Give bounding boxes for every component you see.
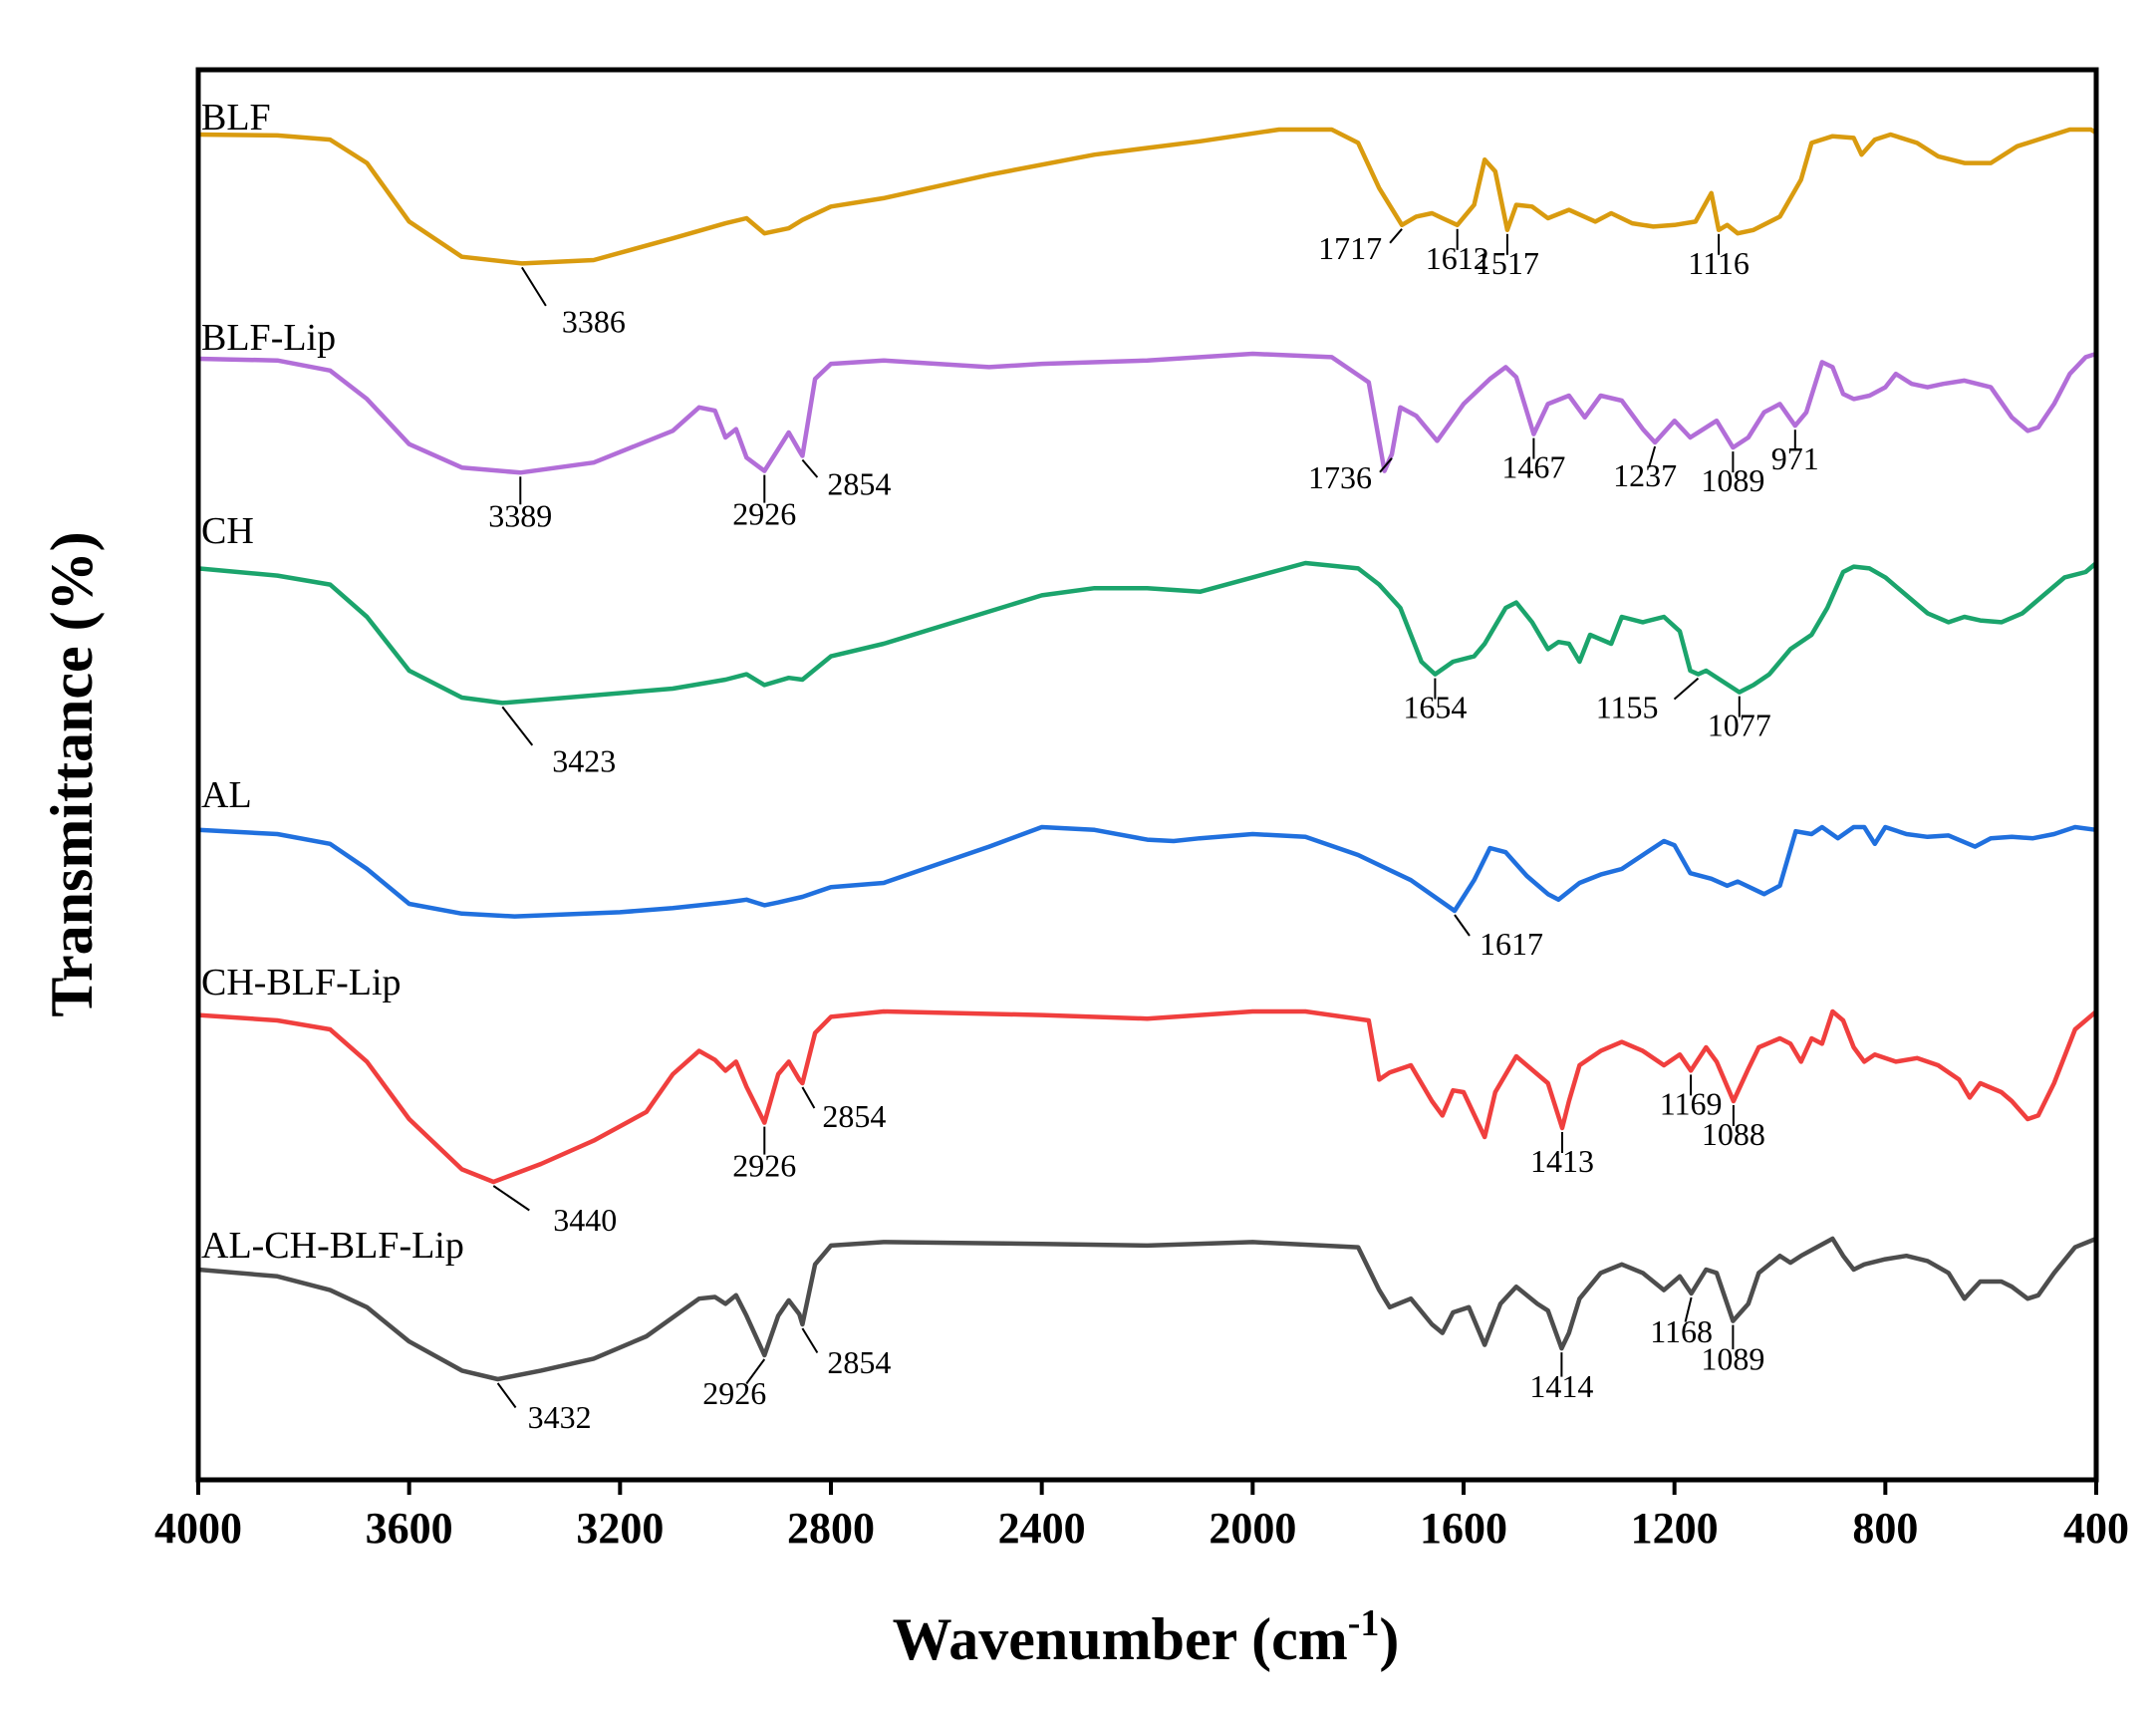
spectrum-line-blf [197,127,2098,266]
annotation-leader [801,1086,816,1109]
x-axis-label: Wavenumber (cm-1) [893,1602,1400,1672]
annotation-label: 1077 [1708,708,1771,743]
annotation-leader [521,266,547,307]
annotation-label: 2926 [732,1148,796,1184]
annotation-leader [1673,677,1700,701]
annotation-label: 3386 [562,303,626,339]
annotation-leader [501,706,534,746]
annotation-leader [1379,457,1393,473]
x-tick-label: 3600 [366,1504,453,1553]
annotation-label: 1617 [1480,926,1543,962]
annotation-label: 1169 [1660,1085,1723,1121]
annotation-label: 3423 [552,742,616,778]
annotation-label: 1089 [1701,462,1764,498]
annotation-leader [1454,914,1471,937]
annotation-label: 1736 [1308,459,1372,495]
spectrum-line-ch [197,560,2098,706]
x-axis-label-sup: -1 [1348,1602,1380,1644]
annotation-label: 1237 [1613,457,1677,493]
annotation-label: 2854 [822,1098,886,1134]
annotation-leader [1389,228,1403,244]
annotation-label: 2854 [827,1344,891,1380]
annotation-label: 2926 [732,496,796,532]
plot-frame [195,67,2099,1483]
x-tick-label: 4000 [154,1504,242,1553]
spectrum-line-al-ch-blf-lip [197,1236,2097,1382]
y-axis-label: Transmittance (%) [39,531,105,1016]
annotation-leader [1684,1296,1693,1322]
annotation-label: 1517 [1476,245,1539,281]
annotation-label: 1717 [1318,230,1382,266]
spectrum-line-ch-blf-lip [197,1008,2098,1185]
x-tick-label: 2000 [1209,1504,1296,1553]
series-label-blf-lip: BLF-Lip [201,317,336,359]
annotation-label: 1654 [1403,690,1467,725]
annotation-label: 3440 [553,1202,617,1238]
annotation-leader [745,1358,766,1385]
annotation-label: 1414 [1529,1368,1593,1404]
series-label-blf: BLF [201,97,271,139]
annotation-leader [801,458,819,478]
annotation-label: 2926 [702,1375,766,1411]
series-label-ch: CH [201,510,254,552]
x-tick-label: 2800 [787,1504,875,1553]
x-tick-label: 800 [1852,1504,1918,1553]
spectrum-line-blf-lip [197,351,2097,475]
annotation-label: 1612 [1426,240,1489,276]
annotation-label: 1467 [1501,449,1565,485]
annotation-leader [492,1185,530,1212]
x-tick-label: 400 [2063,1504,2129,1553]
annotation-label: 971 [1771,440,1819,476]
annotation-label: 1155 [1596,690,1659,725]
annotation-label: 2854 [827,466,891,502]
annotation-leader [496,1382,517,1409]
annotation-leader [801,1327,819,1354]
x-axis-label-main: Wavenumber (cm [893,1606,1348,1672]
x-axis-label-close: ) [1379,1606,1399,1672]
x-tick-label: 2400 [998,1504,1086,1553]
x-axis-ticks: 4000 3600 3200 2800 2400 2000 1600 1200 800 400 [154,1480,2129,1553]
annotation-label: 3389 [488,497,552,533]
annotation-label: 1088 [1702,1116,1765,1152]
x-tick-label: 1600 [1420,1504,1507,1553]
annotation-label: 3432 [528,1399,592,1435]
annotation-label: 1116 [1688,245,1750,281]
annotation-label: 1089 [1701,1341,1764,1377]
spectra-group [197,127,2098,1382]
spectrum-line-al [197,824,2097,919]
series-label-ch-blf-lip: CH-BLF-Lip [201,962,402,1003]
series-label-al-ch-blf-lip: AL-CH-BLF-Lip [201,1225,464,1267]
annotation-leader [1648,445,1657,468]
annotation-label: 1413 [1530,1143,1594,1179]
x-tick-label: 3200 [576,1504,664,1553]
x-tick-label: 1200 [1631,1504,1719,1553]
series-label-al: AL [201,774,252,816]
series-labels-group: BLF BLF-Lip CH AL CH-BLF-Lip AL-CH-BLF-Lip [201,97,464,1267]
annotation-label: 1168 [1650,1313,1713,1349]
